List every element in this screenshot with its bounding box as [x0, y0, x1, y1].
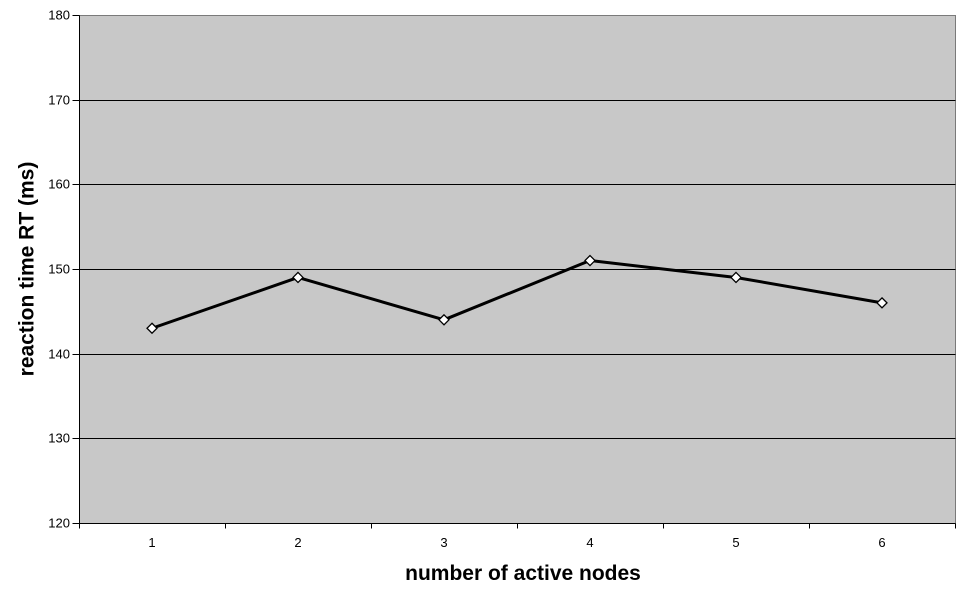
data-point-marker	[584, 254, 596, 267]
x-axis-tick-label: 4	[586, 535, 594, 550]
y-axis-tick-label: 140	[48, 346, 70, 362]
data-point-marker	[876, 296, 888, 309]
y-axis-tick-label: 170	[48, 92, 70, 108]
y-axis-tick-label: 130	[48, 430, 70, 446]
x-axis-tick-label: 1	[148, 535, 156, 550]
y-axis-tick-label: 160	[48, 176, 70, 192]
data-point-marker	[438, 313, 450, 326]
y-axis-tick-label: 150	[48, 261, 70, 277]
y-axis-title: reaction time RT (ms)	[15, 161, 39, 377]
x-axis-tick-label: 5	[732, 535, 740, 550]
y-axis-tick-label: 180	[48, 7, 70, 23]
data-point-marker	[146, 322, 158, 335]
data-point-marker	[292, 271, 304, 284]
x-axis-tick-label: 2	[294, 535, 302, 550]
y-axis-tick-label: 120	[48, 515, 70, 531]
x-axis-title: number of active nodes	[405, 562, 641, 585]
series-line	[150, 259, 884, 330]
x-axis-tick-label: 6	[878, 535, 886, 550]
data-point-marker	[730, 271, 742, 284]
x-axis-tick-label: 3	[440, 535, 448, 550]
